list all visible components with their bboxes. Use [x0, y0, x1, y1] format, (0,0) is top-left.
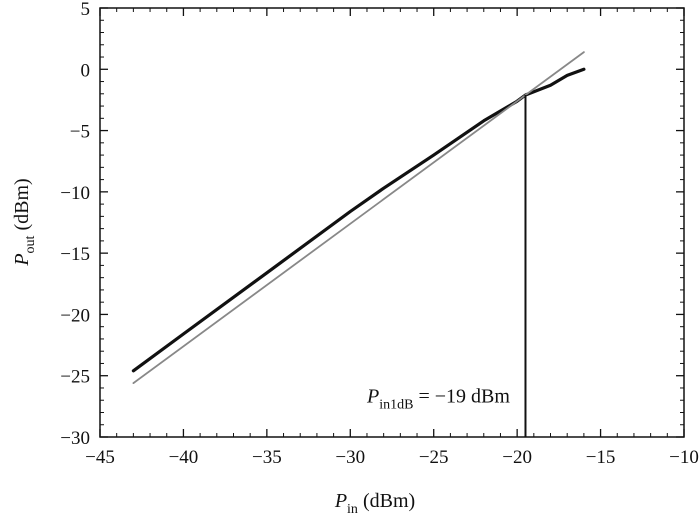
x-tick-label: −15 [586, 447, 616, 468]
x-tick-label: −20 [502, 447, 532, 468]
y-tick-label: −25 [60, 367, 90, 388]
x-tick-label: −35 [252, 447, 282, 468]
y-tick-label: −30 [60, 428, 90, 449]
x-tick-label: −30 [335, 447, 365, 468]
x-tick-label: −10 [669, 447, 699, 468]
y-tick-label: −5 [70, 122, 90, 143]
y-axis-label: Pout (dBm) [11, 178, 38, 266]
y-tick-label: 0 [81, 60, 91, 81]
x-axis-label-unit: (dBm) [358, 490, 415, 512]
annotation-value: = −19 dBm [413, 386, 510, 408]
y-axis-label-main: P [11, 253, 33, 266]
y-tick-label: −15 [60, 244, 90, 265]
annotation-sub: in1dB [379, 398, 413, 413]
annotation-main: P [366, 386, 379, 408]
x-tick-label: −40 [169, 447, 199, 468]
x-axis-label: Pin (dBm) [334, 490, 415, 517]
plot-frame [99, 7, 685, 438]
linear-extrapolation-line [132, 51, 585, 385]
plot-area: −45 −40 −35 −30 −25 −20 −15 −10 −30 −25 −20 −15 −10 −… [60, 0, 699, 468]
y-axis-label-unit: (dBm) [11, 178, 33, 235]
x-tick-label: −45 [85, 447, 115, 468]
p1db-annotation: Pin1dB = −19 dBm [366, 386, 510, 413]
x-axis-label-main: P [334, 490, 347, 512]
x-tick-label: −25 [419, 447, 449, 468]
measured-output-line [131, 67, 586, 373]
y-tick-label: −20 [60, 305, 90, 326]
y-axis-label-sub: out [23, 235, 38, 253]
y-tick-label: 5 [81, 0, 91, 20]
y-tick-label: −10 [60, 183, 90, 204]
x-axis-label-sub: in [347, 502, 358, 517]
